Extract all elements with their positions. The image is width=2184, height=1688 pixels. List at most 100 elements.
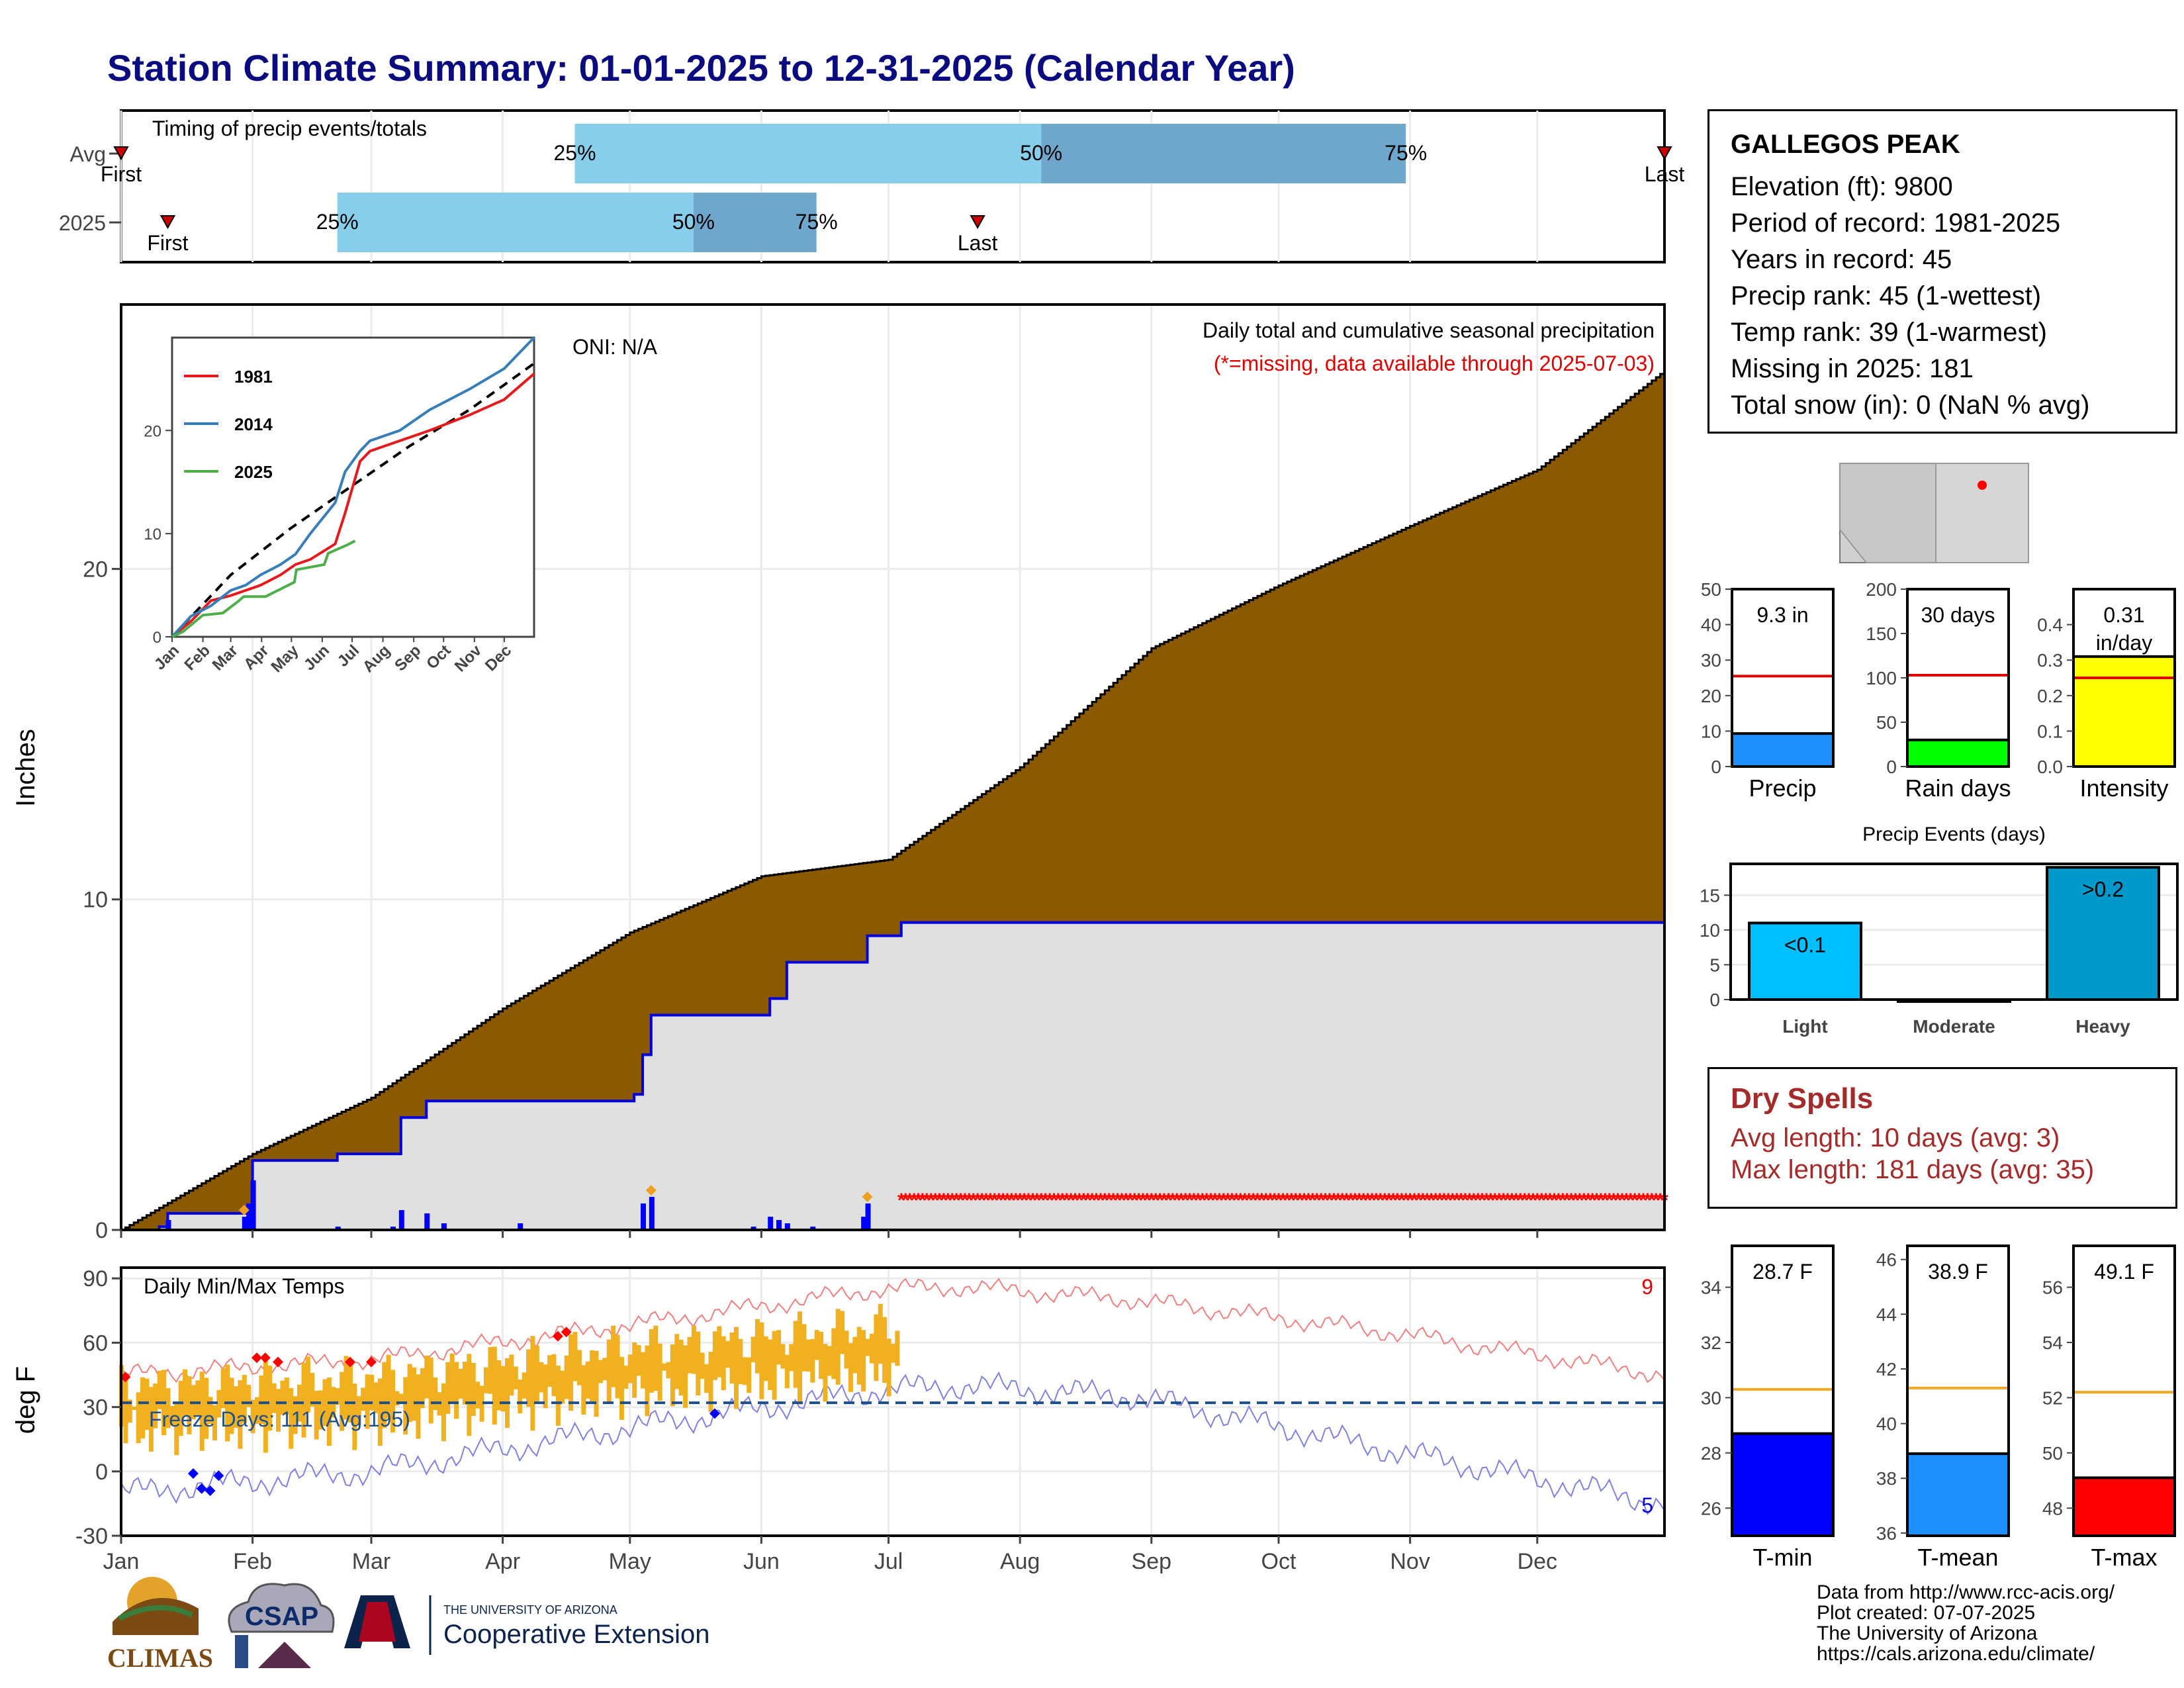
cumulative-2025-area xyxy=(121,922,1664,1230)
events-frame xyxy=(1729,863,2179,1001)
events-xlabel: Moderate xyxy=(1913,1016,1995,1037)
csap-logo: CSAP xyxy=(228,1583,335,1668)
timing-bar-q50-q75 xyxy=(693,193,817,252)
daily-temp-range-bar xyxy=(645,1345,650,1417)
daily-temp-range-bar xyxy=(148,1387,154,1452)
timing-first-marker xyxy=(159,215,176,230)
daily-temp-range-bar xyxy=(649,1329,654,1393)
timing-row-label: 2025 xyxy=(59,211,106,235)
timing-q50-label: 50% xyxy=(672,210,715,234)
missing-day-marker: * xyxy=(1228,1190,1236,1211)
missing-day-marker: * xyxy=(1334,1190,1342,1211)
credit-created: Plot created: 07-07-2025 xyxy=(1817,1602,2036,1624)
inset-series-2025 xyxy=(171,539,356,638)
missing-day-marker: * xyxy=(1012,1190,1020,1211)
missing-day-marker: * xyxy=(1003,1190,1011,1211)
daily-temp-range-bar xyxy=(347,1361,353,1423)
missing-day-marker: * xyxy=(1313,1190,1321,1211)
timing-first-marker xyxy=(113,146,129,161)
daily-temp-range-bar xyxy=(869,1333,874,1364)
daily-temp-range-bar xyxy=(754,1319,760,1374)
daily-temp-range-bar xyxy=(874,1314,879,1382)
missing-day-marker: * xyxy=(957,1190,965,1211)
missing-day-marker: * xyxy=(1601,1190,1609,1211)
stat-value-label: 28.7 F xyxy=(1752,1260,1813,1284)
missing-day-marker: * xyxy=(1482,1190,1490,1211)
daily-temp-range-bar xyxy=(704,1364,709,1393)
daily-precip-bar xyxy=(768,1217,774,1230)
temp-xtick-label: Oct xyxy=(1261,1549,1297,1574)
temp-xtick-label: Jul xyxy=(874,1549,903,1574)
timing-first-label: First xyxy=(101,162,142,186)
daily-temp-range-bar xyxy=(412,1367,417,1421)
daily-temp-range-bar xyxy=(183,1369,188,1416)
stat-ytick-label: 100 xyxy=(1866,668,1897,688)
timing-first-label: First xyxy=(147,231,188,255)
record-high-marker xyxy=(259,1352,271,1364)
missing-day-marker: * xyxy=(931,1190,939,1211)
daily-temp-range-bar xyxy=(729,1332,735,1384)
daily-temp-range-bar xyxy=(805,1339,811,1372)
missing-day-marker: * xyxy=(1050,1190,1058,1211)
missing-day-marker: * xyxy=(1194,1190,1202,1211)
missing-day-marker: * xyxy=(1597,1190,1605,1211)
inset-legend-label: 1981 xyxy=(234,367,273,387)
missing-day-marker: * xyxy=(1444,1190,1452,1211)
stat-ytick-label: 50 xyxy=(2042,1443,2063,1464)
daily-temp-range-bar xyxy=(569,1334,574,1411)
daily-temp-range-bar xyxy=(208,1397,213,1425)
timing-bar-q25-q50 xyxy=(337,193,694,252)
daily-temp-range-bar xyxy=(140,1377,146,1438)
missing-day-marker: * xyxy=(1474,1190,1482,1211)
precip-frame xyxy=(120,303,1666,1231)
daily-precip-bar xyxy=(335,1227,341,1230)
temp-xtick-label: Apr xyxy=(485,1549,520,1574)
stat-value-label: in/day xyxy=(2096,631,2152,655)
missing-day-marker: * xyxy=(1377,1190,1385,1211)
missing-day-marker: * xyxy=(1118,1190,1126,1211)
daily-temp-range-bar xyxy=(246,1385,251,1407)
daily-temp-range-bar xyxy=(581,1365,586,1415)
daily-temp-range-bar xyxy=(165,1388,171,1429)
daily-temp-range-bar xyxy=(284,1378,289,1415)
stat-ytick-label: 0.2 xyxy=(2037,686,2063,706)
temp-xtick-label: Feb xyxy=(233,1549,272,1574)
stat-ytick-label: 0.3 xyxy=(2037,650,2063,671)
missing-day-marker: * xyxy=(1648,1190,1656,1211)
daily-temp-range-bar xyxy=(356,1396,361,1426)
daily-temp-range-bar xyxy=(382,1362,387,1429)
station-name: GALLEGOS PEAK xyxy=(1731,130,1960,159)
missing-day-marker: * xyxy=(1084,1190,1092,1211)
page-title: Station Climate Summary: 01-01-2025 to 1… xyxy=(107,47,1295,89)
stat-ytick-label: 0.1 xyxy=(2037,721,2063,741)
daily-temp-range-bar xyxy=(233,1386,238,1429)
daily-precip-bar xyxy=(649,1197,655,1230)
missing-day-marker: * xyxy=(1373,1190,1381,1211)
temp-ytick-label: 30 xyxy=(83,1395,108,1421)
events-ytick-label: 5 xyxy=(1709,955,1720,975)
daily-temp-range-bar xyxy=(784,1354,790,1389)
record-low-marker xyxy=(196,1483,207,1494)
daily-temp-range-bar xyxy=(199,1371,205,1451)
stat-ytick-label: 32 xyxy=(1701,1333,1721,1353)
missing-day-marker: * xyxy=(1559,1190,1567,1211)
cumulative-2025-line xyxy=(121,921,1664,1231)
missing-day-marker: * xyxy=(1410,1190,1418,1211)
daily-temp-range-bar xyxy=(539,1362,544,1393)
daily-temp-range-bar xyxy=(250,1399,255,1434)
missing-day-marker: * xyxy=(1368,1190,1376,1211)
daily-temp-range-bar xyxy=(144,1378,150,1430)
missing-day-marker: * xyxy=(1500,1190,1508,1211)
missing-day-marker: * xyxy=(1160,1190,1168,1211)
timing-row-label: Avg xyxy=(69,142,106,166)
missing-day-marker: * xyxy=(1224,1190,1232,1211)
daily-temp-range-bar xyxy=(814,1330,819,1360)
missing-day-marker: * xyxy=(1245,1190,1253,1211)
record-high-marker xyxy=(365,1356,377,1368)
daily-temp-range-bar xyxy=(479,1385,484,1422)
missing-day-marker: * xyxy=(1419,1190,1427,1211)
missing-day-marker: * xyxy=(897,1190,905,1211)
inset-legend-label: 2014 xyxy=(234,414,273,434)
station-years: Years in record: 45 xyxy=(1731,245,1952,274)
stat-ytick-label: 10 xyxy=(1701,721,1721,741)
